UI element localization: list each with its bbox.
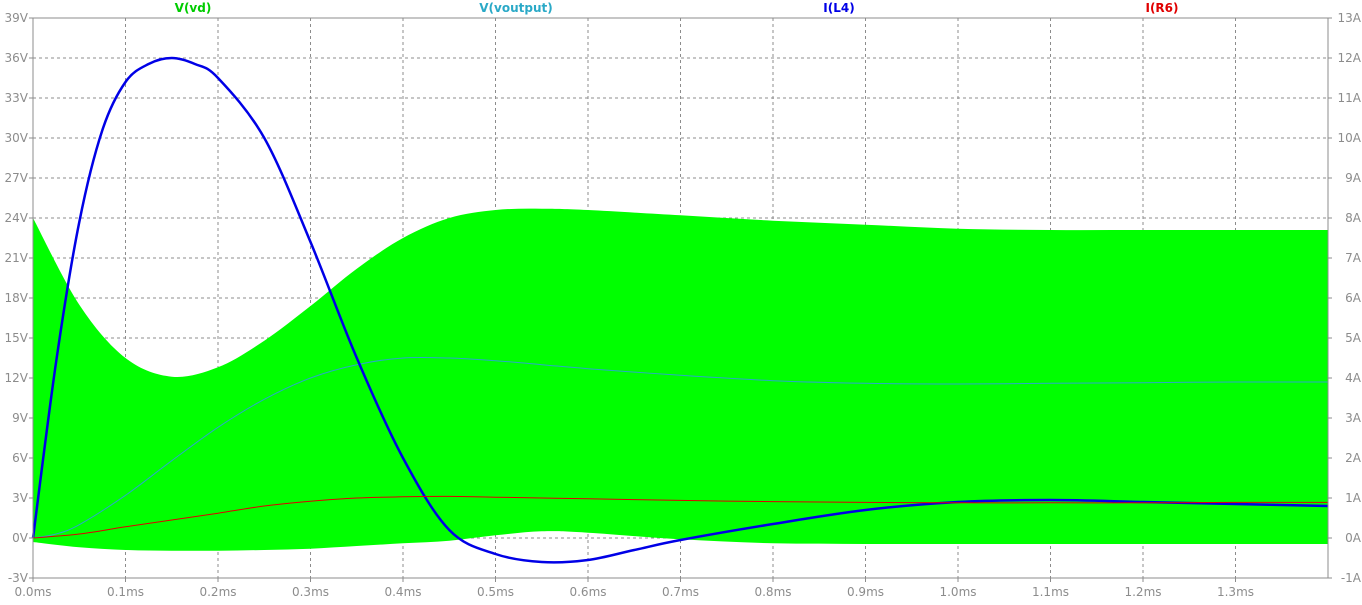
series-i-r6-line [32,495,1329,539]
x-tick-label: 0.1ms [107,585,144,599]
y-right-tick-label: -1A [1341,571,1362,585]
y-left-tick-label: 24V [5,211,29,225]
x-tick-label: 0.8ms [754,585,791,599]
x-tick-label: 1.3ms [1217,585,1254,599]
x-tick-label: 0.6ms [569,585,606,599]
y-left-tick-label: -3V [8,571,29,585]
legend-i-l4[interactable]: I(L4) [823,1,854,15]
series-i-l4-line [31,56,1329,564]
y-right-tick-label: 11A [1338,91,1362,105]
y-right-tick-label: 6A [1345,291,1362,305]
legend-vd[interactable]: V(vd) [175,1,212,15]
x-tick-label: 0.0ms [14,585,51,599]
y-left-tick-label: 21V [5,251,29,265]
legend-voutput[interactable]: V(voutput) [479,1,552,15]
tick-labels: 0.0ms 0.1ms 0.2ms 0.3ms 0.4ms 0.5ms 0.6ms 0.7ms… [5,11,1362,599]
x-tick-label: 1.2ms [1124,585,1161,599]
y-left-tick-label: 12V [5,371,29,385]
x-tick-label: 0.2ms [199,585,236,599]
y-right-tick-label: 0A [1345,531,1362,545]
y-left-tick-label: 27V [5,171,29,185]
y-right-tick-label: 7A [1345,251,1362,265]
y-left-tick-label: 18V [5,291,29,305]
x-tick-label: 0.5ms [477,585,514,599]
series-v-voutput-line [32,356,1329,539]
x-tick-label: 0.7ms [662,585,699,599]
x-tick-label: 1.1ms [1032,585,1069,599]
legend-i-r6[interactable]: I(R6) [1145,1,1178,15]
series-v-vd-band [33,208,1328,551]
x-tick-label: 0.4ms [384,585,421,599]
traces [31,56,1329,564]
y-left-tick-label: 6V [12,451,29,465]
y-right-tick-label: 10A [1338,131,1362,145]
y-left-tick-label: 39V [5,11,29,25]
y-right-tick-label: 2A [1345,451,1362,465]
y-right-tick-label: 8A [1345,211,1362,225]
x-tick-label: 0.9ms [847,585,884,599]
y-left-tick-label: 9V [12,411,29,425]
y-right-tick-label: 13A [1338,11,1362,25]
legend: V(vd) V(voutput) I(L4) I(R6) [175,1,1179,15]
y-left-tick-label: 0V [12,531,29,545]
y-left-tick-label: 15V [5,331,29,345]
y-left-tick-label: 3V [12,491,29,505]
y-left-tick-label: 33V [5,91,29,105]
y-right-tick-label: 1A [1345,491,1362,505]
y-right-tick-label: 9A [1345,171,1362,185]
y-right-tick-label: 5A [1345,331,1362,345]
y-left-tick-label: 30V [5,131,29,145]
x-tick-label: 1.0ms [939,585,976,599]
y-right-tick-label: 4A [1345,371,1362,385]
y-right-tick-label: 3A [1345,411,1362,425]
y-left-tick-label: 36V [5,51,29,65]
x-tick-label: 0.3ms [292,585,329,599]
y-right-tick-label: 12A [1338,51,1362,65]
